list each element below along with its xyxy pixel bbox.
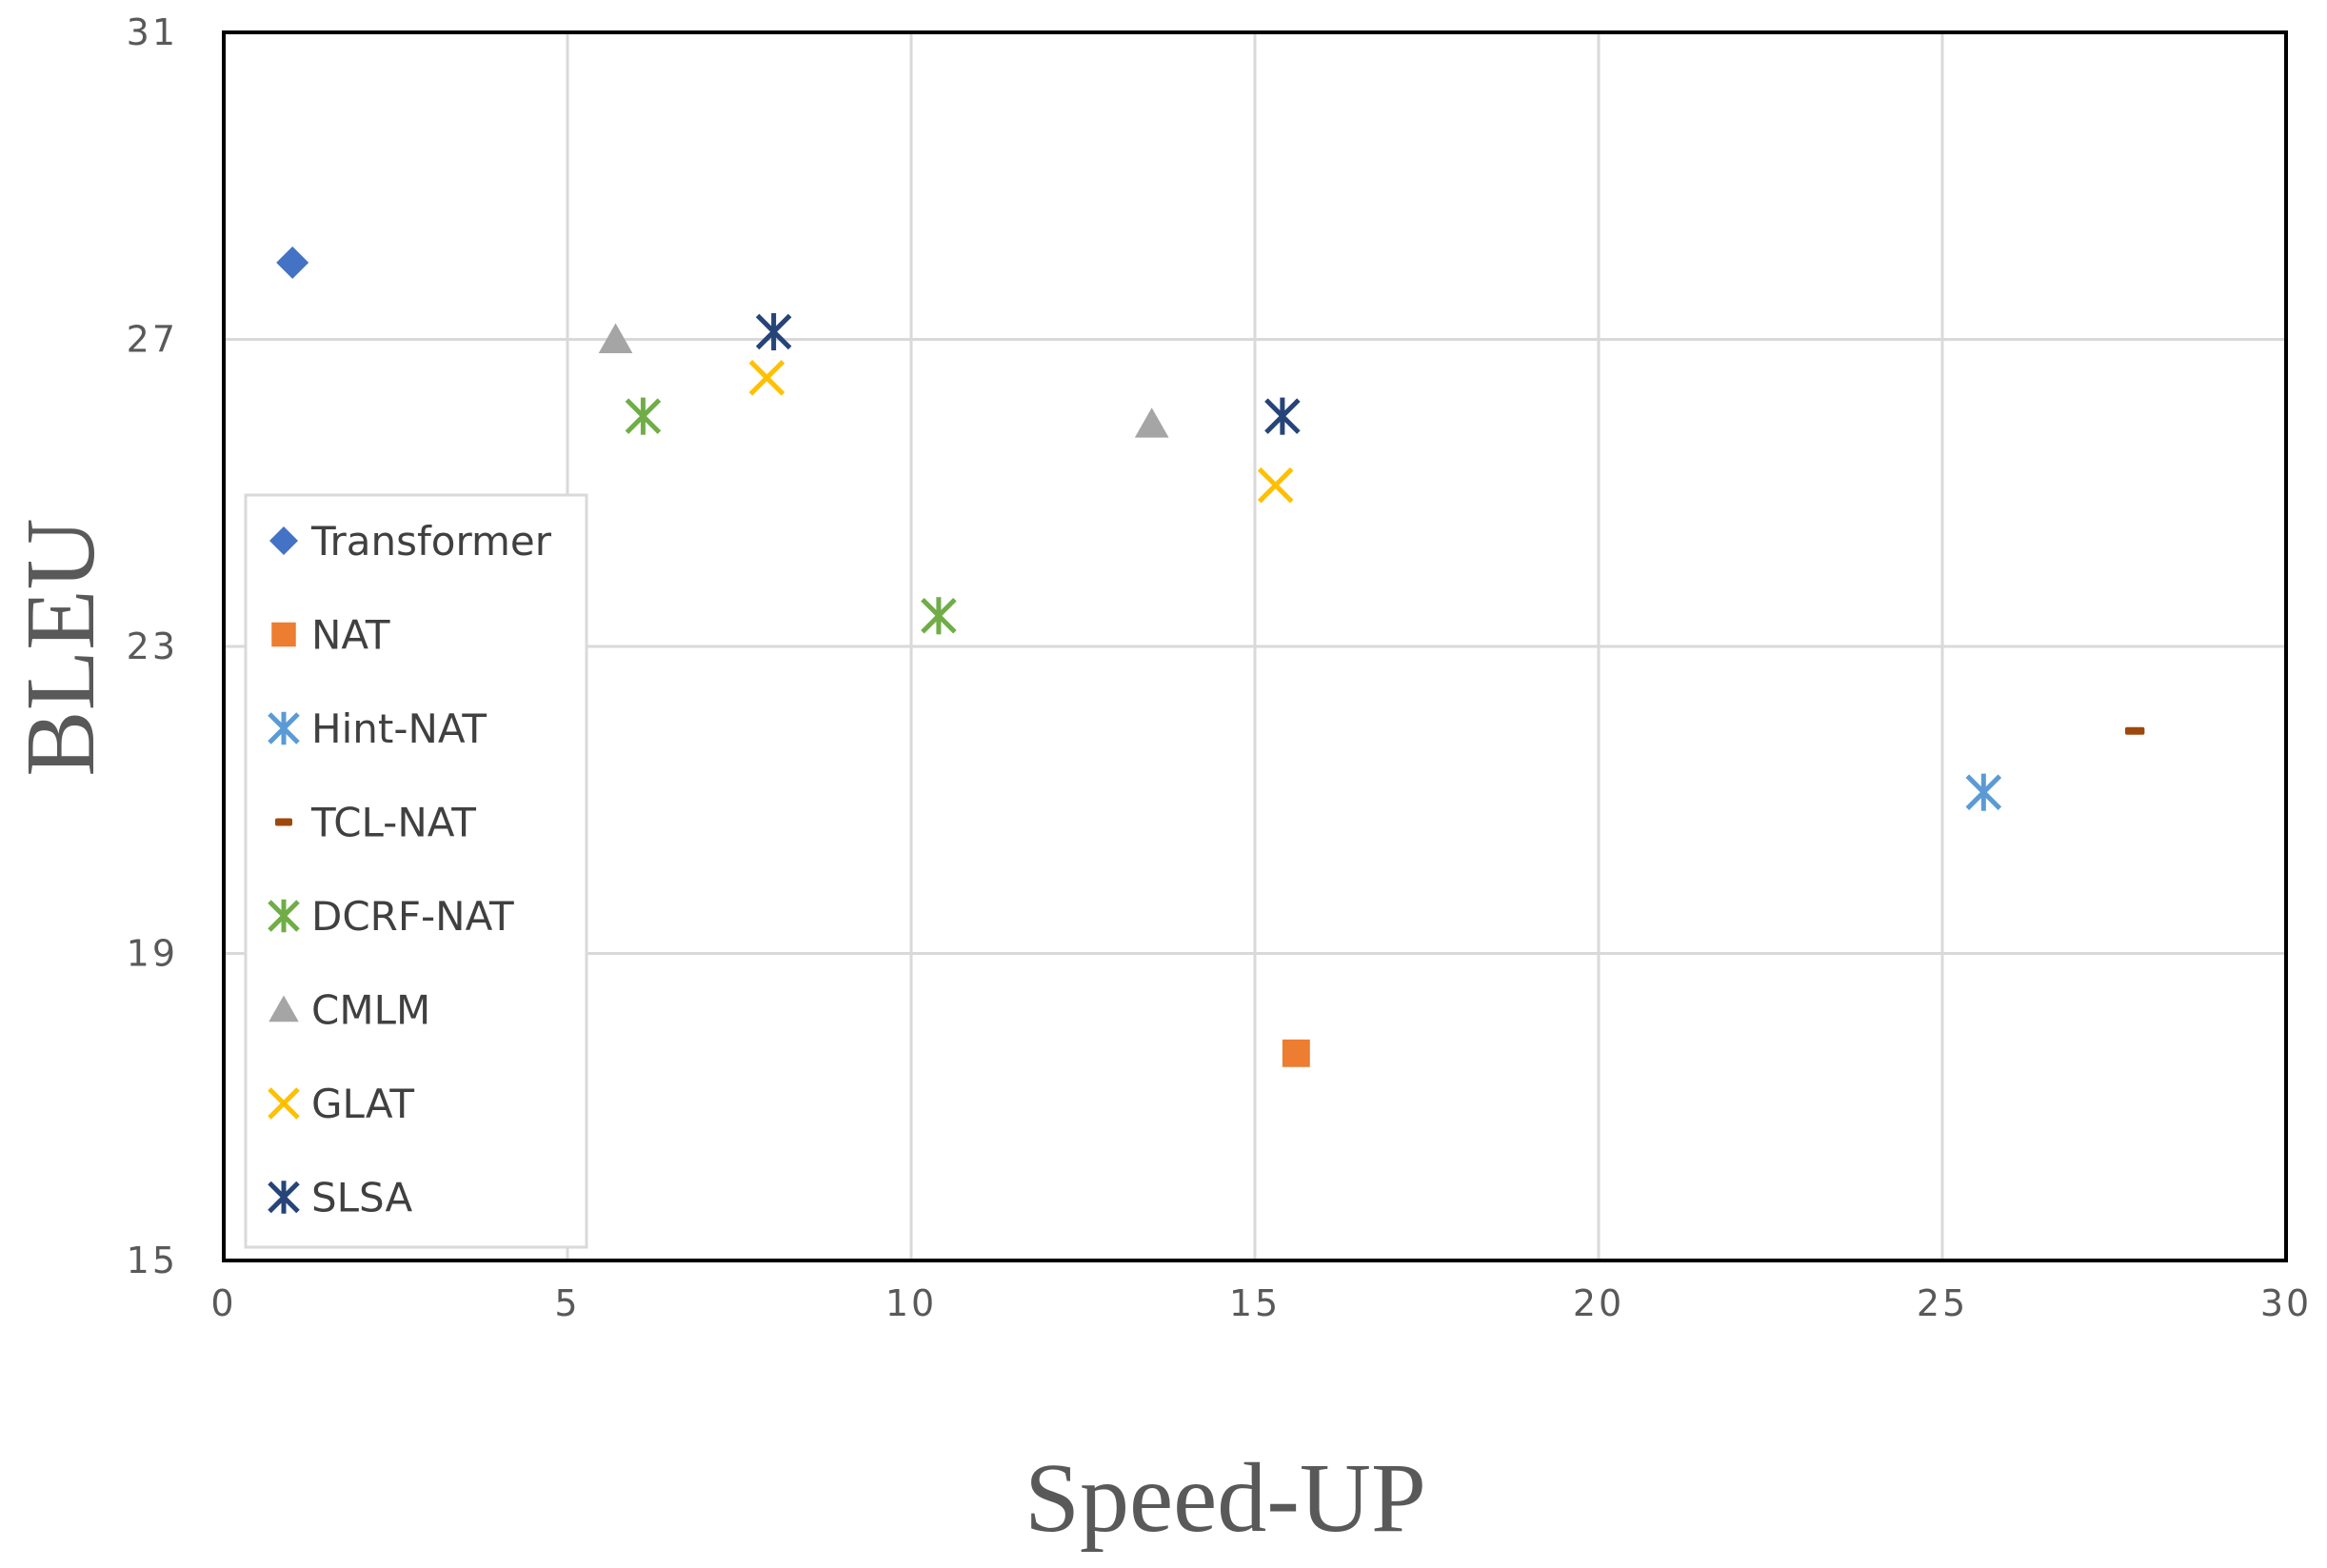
data-point-tcl-nat	[2124, 726, 2145, 735]
legend-marker-tcl-nat	[275, 818, 292, 826]
legend-label: Hint-NAT	[311, 705, 487, 752]
data-point-nat	[1282, 1039, 1310, 1067]
legend-marker-dcrf-nat	[268, 899, 300, 933]
legend-marker-cmlm	[268, 995, 299, 1022]
legend-box	[244, 493, 588, 1249]
y-tick-label: 23	[127, 625, 178, 667]
legend-item-transformer: Transformer	[269, 518, 552, 565]
gridlines	[224, 32, 2286, 1260]
x-tick-label: 5	[554, 1282, 580, 1324]
data-point-cmlm	[1134, 407, 1169, 438]
data-point-slsa	[755, 312, 792, 350]
y-tick-label: 19	[127, 933, 178, 975]
x-tick-label: 0	[210, 1282, 236, 1324]
legend-label: TCL-NAT	[310, 800, 476, 846]
x-axis-title: Speed-UP	[1024, 1443, 1426, 1553]
legend-item-slsa: SLSA	[268, 1175, 412, 1221]
legend-label: DCRF-NAT	[311, 893, 514, 940]
legend-marker-nat	[271, 622, 296, 647]
data-point-dcrf-nat	[625, 397, 662, 435]
x-tick-label: 25	[1917, 1282, 1968, 1324]
x-tick-label: 15	[1229, 1282, 1281, 1324]
legend-item-nat: NAT	[271, 612, 390, 659]
data-point-transformer	[276, 246, 309, 279]
data-point-cmlm	[598, 323, 633, 353]
legend-label: NAT	[311, 612, 390, 659]
data-point-slsa	[1264, 397, 1301, 435]
y-tick-labels: 15 19 23 27 31	[127, 11, 178, 1281]
legend-label: Transformer	[310, 518, 552, 565]
data-point-glat	[748, 360, 786, 396]
plot-area-border	[222, 30, 2288, 1262]
y-tick-label: 31	[127, 11, 178, 53]
data-point-glat	[1257, 466, 1294, 504]
legend-label: GLAT	[311, 1081, 414, 1127]
legend-item-tcl-nat: TCL-NAT	[275, 800, 476, 846]
legend-item-cmlm: CMLM	[268, 987, 430, 1034]
legend-marker-slsa	[268, 1181, 300, 1214]
y-tick-label: 27	[127, 319, 178, 361]
legend-label: SLSA	[311, 1175, 412, 1221]
legend-item-hint-nat: Hint-NAT	[268, 705, 487, 752]
data-point-hint-nat	[1965, 773, 2002, 811]
legend: Transformer NAT Hint-NAT TCL-NAT DCRF-NAT CML…	[244, 493, 588, 1249]
x-tick-labels: 0 5 10 15 20 25 30	[210, 1282, 2312, 1324]
legend-label: CMLM	[311, 987, 430, 1034]
legend-marker-glat	[268, 1087, 300, 1120]
legend-marker-transformer	[269, 526, 298, 555]
x-tick-label: 20	[1573, 1282, 1624, 1324]
legend-marker-hint-nat	[268, 711, 300, 745]
y-axis-title: BLEU	[6, 518, 115, 777]
x-tick-label: 30	[2260, 1282, 2312, 1324]
y-tick-label: 15	[127, 1240, 178, 1281]
legend-item-dcrf-nat: DCRF-NAT	[268, 893, 514, 940]
data-point-dcrf-nat	[921, 597, 957, 635]
x-tick-label: 10	[885, 1282, 937, 1324]
legend-item-glat: GLAT	[268, 1081, 414, 1127]
